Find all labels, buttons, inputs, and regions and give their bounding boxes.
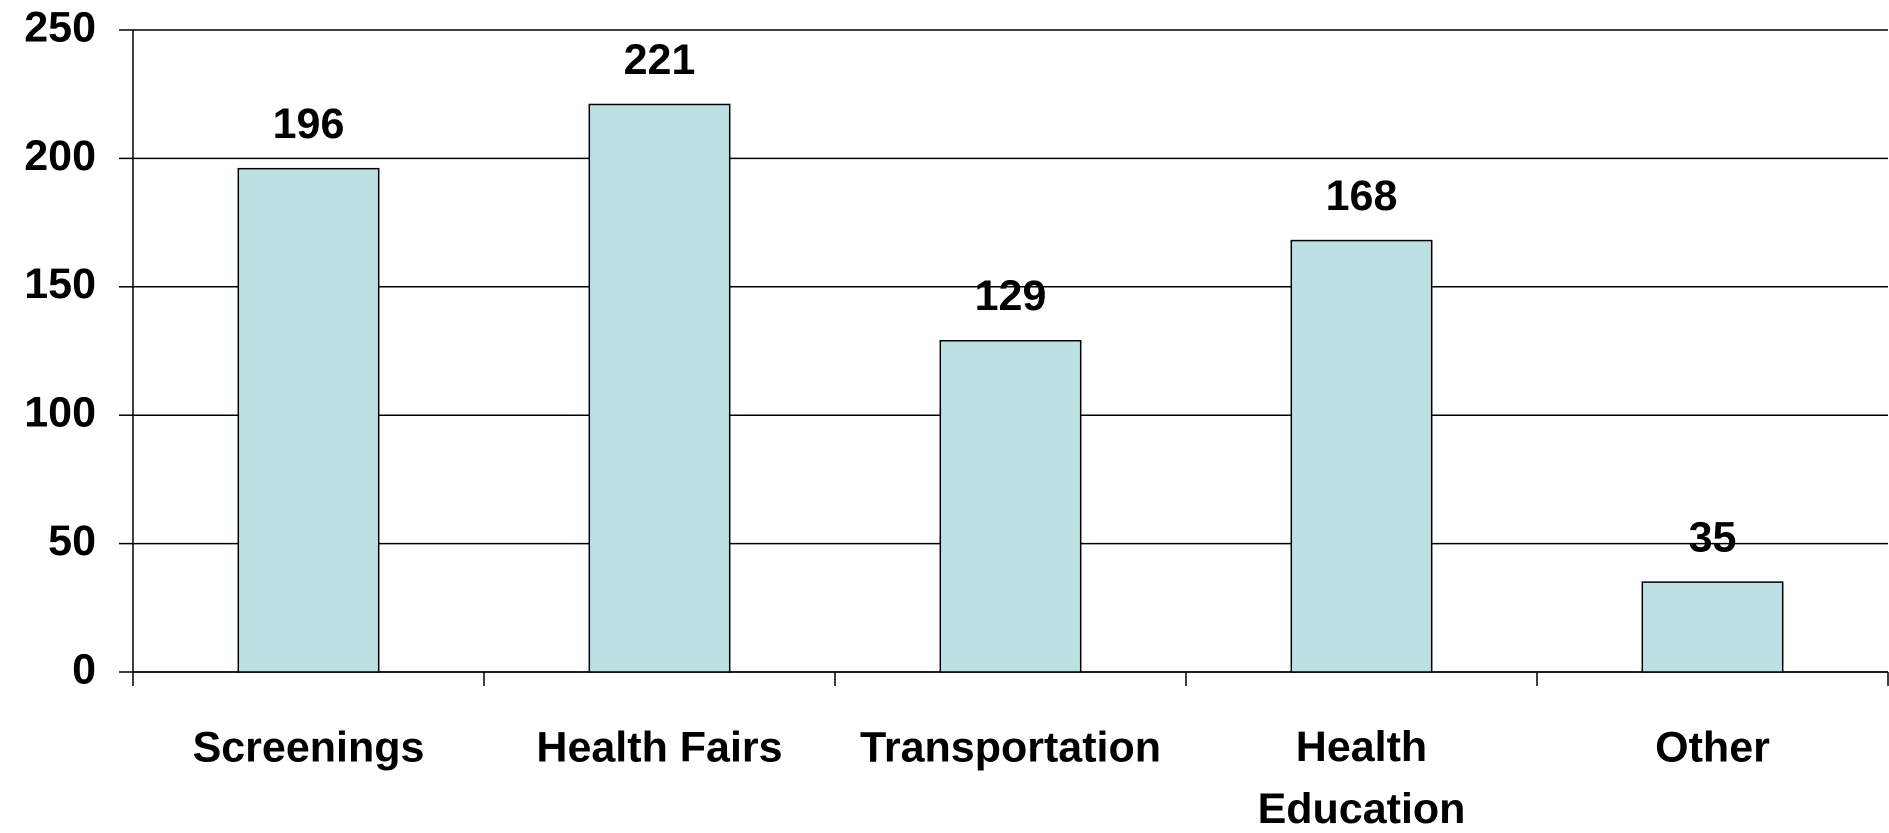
bar	[237, 167, 380, 673]
data-label: 196	[273, 100, 345, 148]
bar	[1641, 581, 1784, 673]
x-tick-label: Health Education	[1258, 723, 1466, 833]
x-tick-label: Screenings	[193, 723, 425, 771]
y-tick-label: 0	[72, 645, 96, 693]
x-tick-label: Health Fairs	[536, 723, 782, 771]
data-label: 35	[1689, 513, 1737, 561]
bar	[588, 103, 731, 673]
bar	[1290, 239, 1433, 673]
data-label: 168	[1326, 172, 1398, 220]
data-label: 221	[624, 36, 696, 84]
x-tick-label: Other	[1655, 723, 1770, 771]
y-tick-label: 200	[24, 132, 96, 180]
y-tick-label: 250	[24, 3, 96, 51]
bar	[939, 339, 1082, 673]
data-label: 129	[975, 272, 1047, 320]
x-tick-label: Transportation	[860, 723, 1161, 771]
y-tick-label: 150	[24, 260, 96, 308]
y-tick-label: 100	[24, 389, 96, 437]
y-tick-label: 50	[48, 517, 96, 565]
